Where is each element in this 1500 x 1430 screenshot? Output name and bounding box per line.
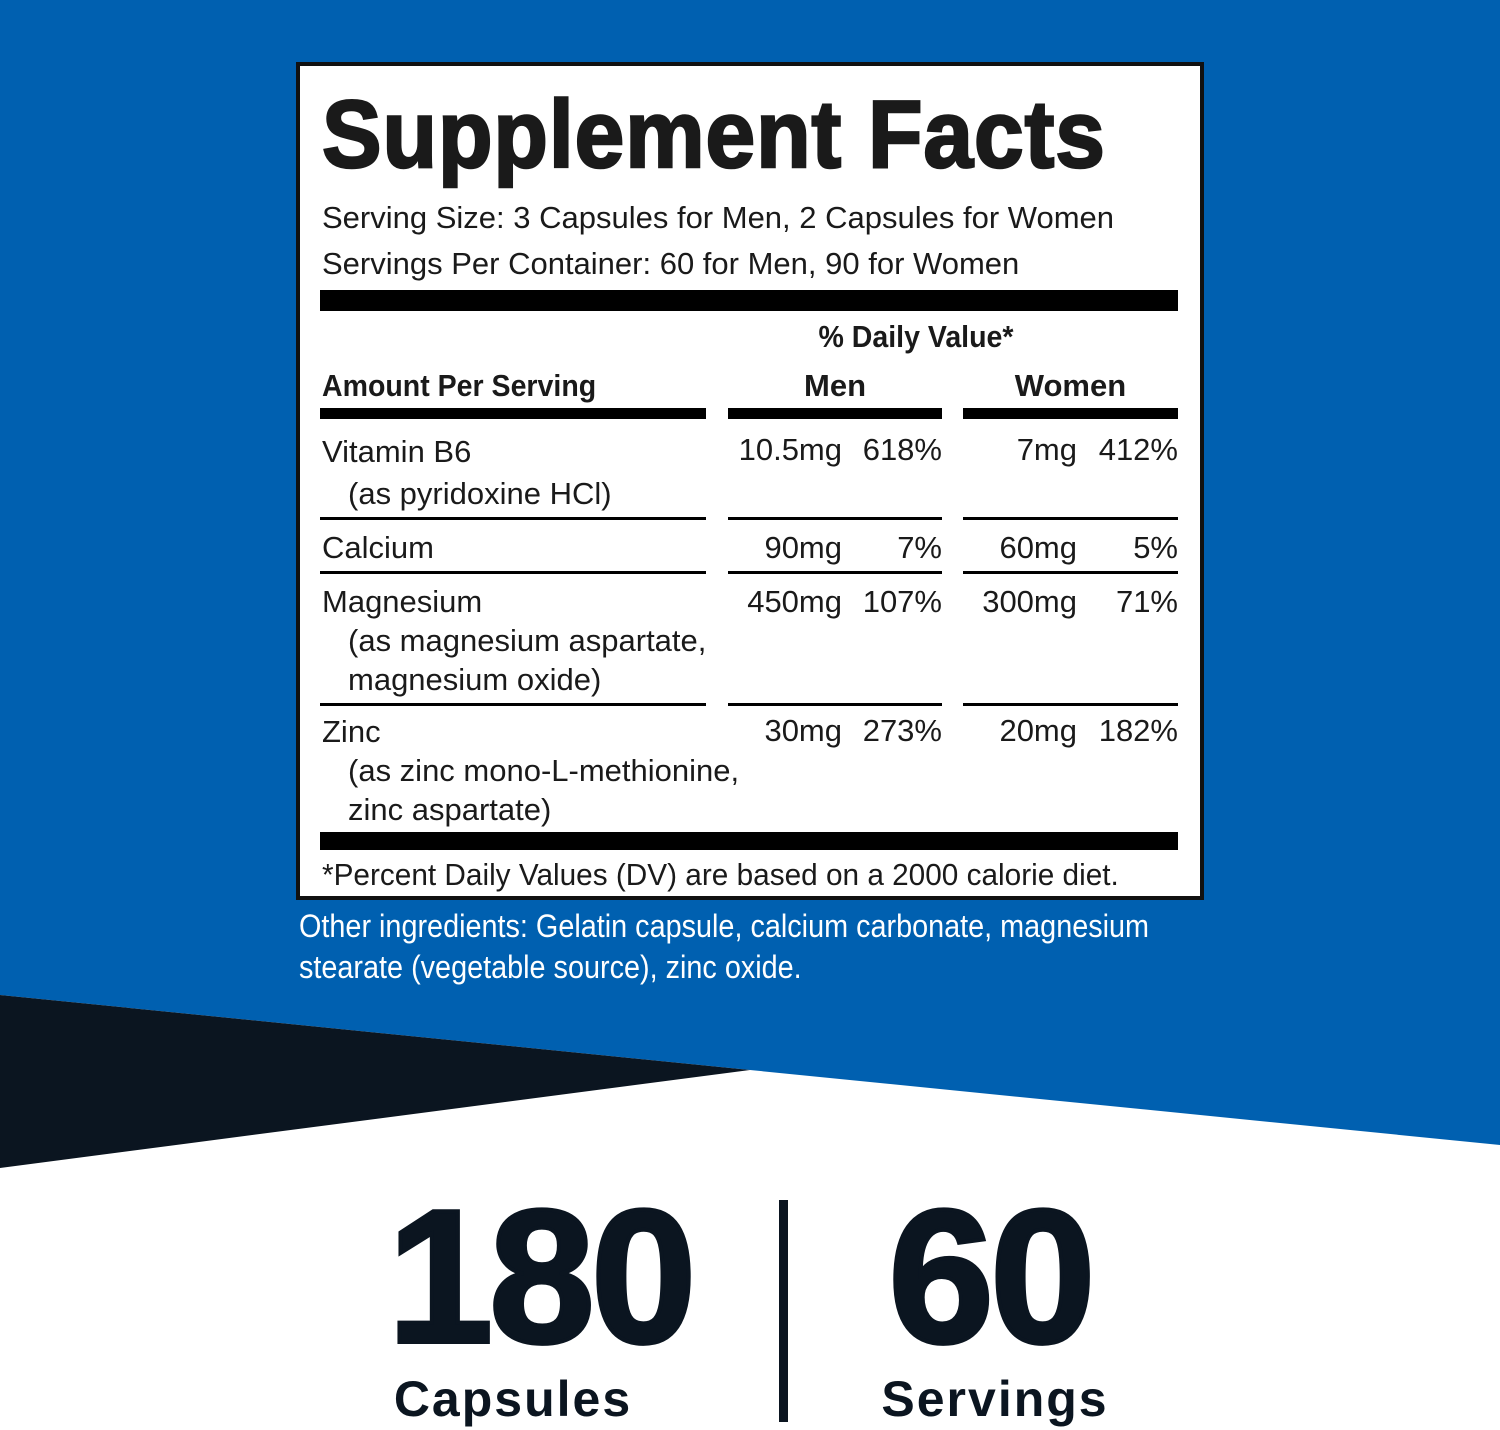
header-divider <box>963 408 1178 419</box>
serving-count: 60 <box>886 1169 1097 1385</box>
nutrient-name: Vitamin B6 <box>322 434 472 469</box>
women-amount: 7mg <box>1016 432 1077 467</box>
nutrient-name: Zinc <box>322 714 381 749</box>
nutrient-name: Calcium <box>322 530 434 565</box>
thick-divider <box>320 290 1178 311</box>
men-dv: 273% <box>862 713 942 748</box>
row-divider <box>728 571 942 574</box>
stats-divider <box>779 1200 788 1422</box>
row-divider <box>963 571 1178 574</box>
nutrient-source: magnesium oxide) <box>348 662 602 697</box>
men-amount: 90mg <box>764 530 842 565</box>
servings-per-container: Servings Per Container: 60 for Men, 90 f… <box>322 246 1020 281</box>
thick-divider <box>320 832 1178 850</box>
women-amount: 60mg <box>999 530 1077 565</box>
row-divider <box>320 517 706 520</box>
women-dv: 412% <box>1098 432 1178 467</box>
header-divider <box>728 408 942 419</box>
amount-header: Amount Per Serving <box>322 368 597 403</box>
women-dv: 71% <box>1115 584 1178 619</box>
women-header: Women <box>1014 368 1127 403</box>
header-divider <box>320 408 706 419</box>
capsule-label: Capsules <box>393 1371 633 1427</box>
row-divider <box>963 517 1178 520</box>
row-divider <box>728 517 942 520</box>
men-dv: 618% <box>862 432 942 467</box>
men-amount: 450mg <box>747 584 842 619</box>
nutrient-name: Magnesium <box>322 584 483 619</box>
men-dv: 107% <box>862 584 942 619</box>
men-header: Men <box>804 368 866 403</box>
nutrient-source: (as magnesium aspartate, <box>348 623 707 658</box>
men-amount: 30mg <box>764 713 842 748</box>
supplement-facts-panel: Supplement Facts Serving Size: 3 Capsule… <box>296 62 1204 900</box>
nutrient-source: zinc aspartate) <box>348 792 552 827</box>
women-amount: 300mg <box>982 584 1077 619</box>
nutrient-source: (as zinc mono-L-methionine, <box>348 753 740 788</box>
serving-size: Serving Size: 3 Capsules for Men, 2 Caps… <box>322 200 1115 235</box>
women-dv: 182% <box>1098 713 1178 748</box>
dv-header: % Daily Value* <box>818 319 1014 354</box>
men-amount: 10.5mg <box>738 432 842 467</box>
nutrient-source: (as pyridoxine HCl) <box>348 476 612 511</box>
row-divider <box>320 703 706 706</box>
footnote: *Percent Daily Values (DV) are based on … <box>322 857 1119 892</box>
other-ingredients-line: Other ingredients: Gelatin capsule, calc… <box>299 908 1150 944</box>
other-ingredients: Other ingredients: Gelatin capsule, calc… <box>299 906 1149 988</box>
row-divider <box>320 571 706 574</box>
capsule-count: 180 <box>385 1169 698 1385</box>
other-ingredients-line: stearate (vegetable source), zinc oxide. <box>299 949 802 985</box>
row-divider <box>728 703 942 706</box>
men-dv: 7% <box>897 530 942 565</box>
facts-title: Supplement Facts <box>321 80 1106 190</box>
women-amount: 20mg <box>999 713 1077 748</box>
serving-label: Servings <box>881 1371 1109 1427</box>
background-navy-triangle <box>0 995 750 1168</box>
row-divider <box>963 703 1178 706</box>
women-dv: 5% <box>1133 530 1178 565</box>
